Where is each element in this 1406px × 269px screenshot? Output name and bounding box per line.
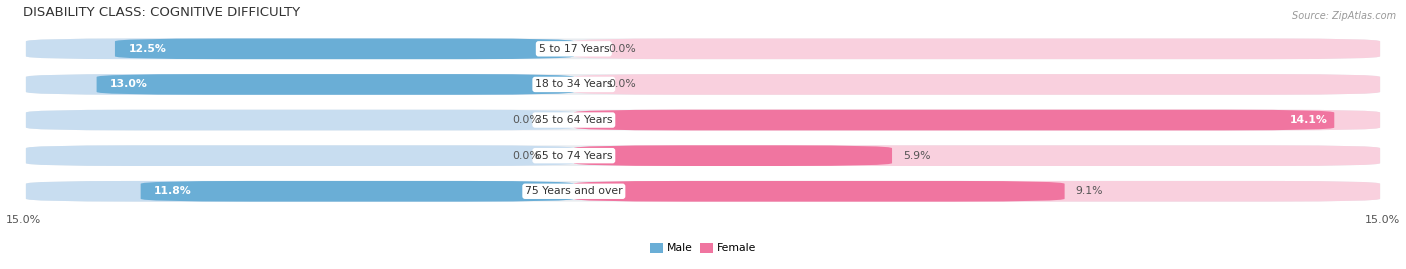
Text: 0.0%: 0.0% (607, 79, 636, 89)
FancyBboxPatch shape (25, 74, 574, 95)
Text: 0.0%: 0.0% (607, 44, 636, 54)
Text: 13.0%: 13.0% (110, 79, 148, 89)
FancyBboxPatch shape (574, 181, 1064, 201)
FancyBboxPatch shape (25, 38, 574, 59)
Text: 11.8%: 11.8% (155, 186, 193, 196)
FancyBboxPatch shape (25, 145, 574, 166)
FancyBboxPatch shape (25, 38, 1381, 59)
FancyBboxPatch shape (25, 110, 574, 130)
Text: 35 to 64 Years: 35 to 64 Years (536, 115, 613, 125)
Text: 9.1%: 9.1% (1076, 186, 1102, 196)
Text: 18 to 34 Years: 18 to 34 Years (536, 79, 613, 89)
FancyBboxPatch shape (574, 181, 1381, 201)
FancyBboxPatch shape (574, 110, 1334, 130)
Text: 12.5%: 12.5% (128, 44, 166, 54)
FancyBboxPatch shape (574, 38, 1381, 59)
Text: 75 Years and over: 75 Years and over (524, 186, 623, 196)
Text: 0.0%: 0.0% (512, 115, 540, 125)
FancyBboxPatch shape (574, 145, 891, 166)
FancyBboxPatch shape (97, 74, 574, 95)
Text: 0.0%: 0.0% (512, 151, 540, 161)
FancyBboxPatch shape (574, 145, 1381, 166)
FancyBboxPatch shape (574, 74, 1381, 95)
FancyBboxPatch shape (574, 110, 1381, 130)
Text: 14.1%: 14.1% (1289, 115, 1327, 125)
Text: DISABILITY CLASS: COGNITIVE DIFFICULTY: DISABILITY CLASS: COGNITIVE DIFFICULTY (22, 6, 301, 19)
FancyBboxPatch shape (25, 74, 1381, 95)
Text: 5 to 17 Years: 5 to 17 Years (538, 44, 609, 54)
Text: 65 to 74 Years: 65 to 74 Years (536, 151, 613, 161)
FancyBboxPatch shape (115, 38, 574, 59)
Legend: Male, Female: Male, Female (645, 239, 761, 258)
Text: 5.9%: 5.9% (903, 151, 931, 161)
FancyBboxPatch shape (25, 110, 1381, 130)
FancyBboxPatch shape (25, 145, 1381, 166)
FancyBboxPatch shape (25, 181, 1381, 201)
FancyBboxPatch shape (141, 181, 574, 201)
FancyBboxPatch shape (25, 181, 574, 201)
Text: Source: ZipAtlas.com: Source: ZipAtlas.com (1292, 11, 1396, 21)
